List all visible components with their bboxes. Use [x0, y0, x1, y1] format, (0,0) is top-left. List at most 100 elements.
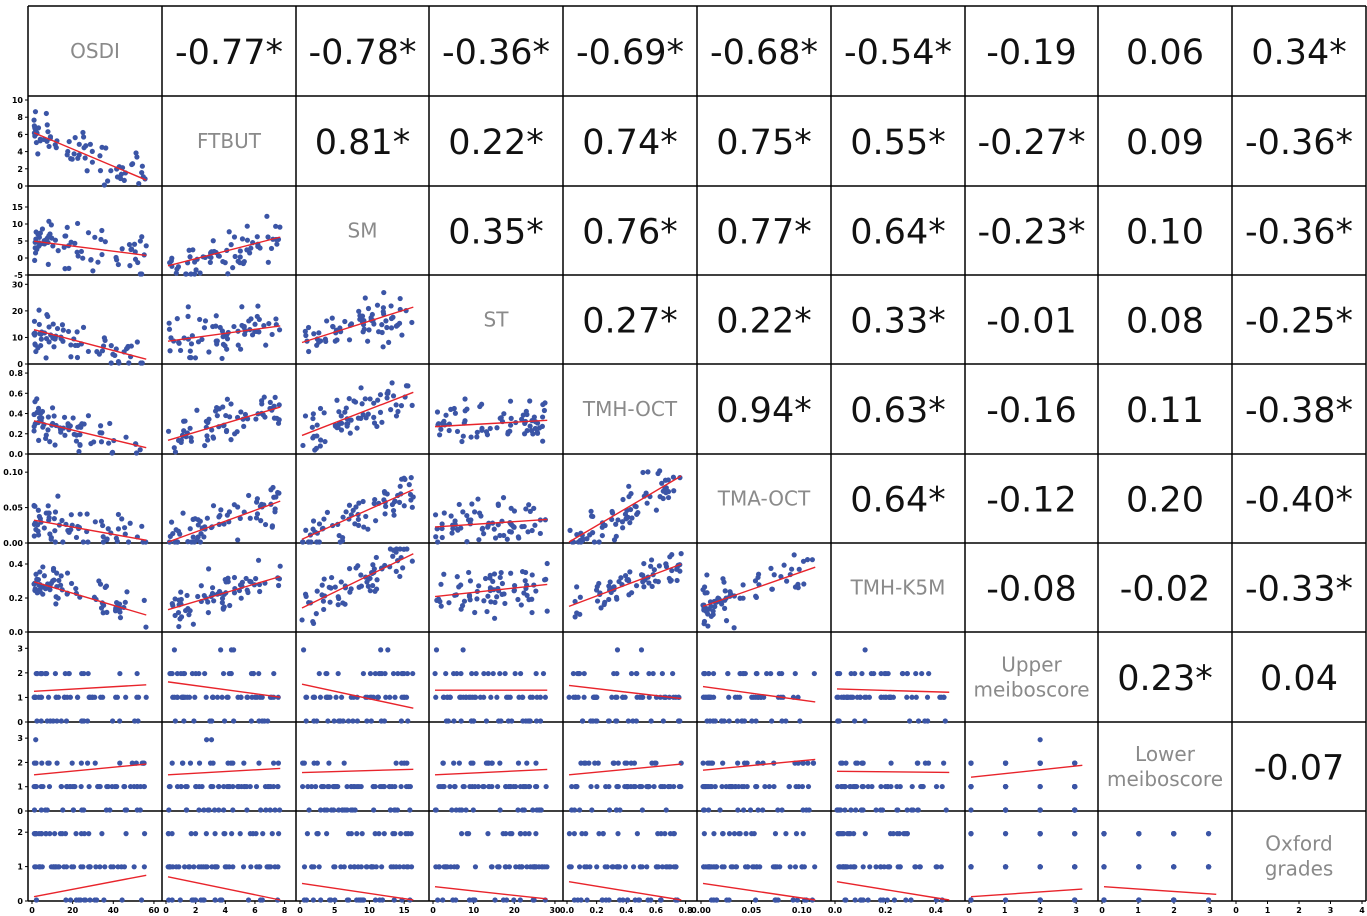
scatter-point [473, 670, 479, 677]
scatter-point [253, 416, 259, 422]
fit-line [33, 132, 147, 181]
scatter-point [391, 499, 398, 505]
scatter-panel [835, 831, 950, 903]
scatter-point [377, 392, 384, 398]
scatter-point [310, 435, 316, 441]
scatter-point [590, 718, 596, 724]
scatter-point [301, 864, 308, 870]
scatter-point [500, 495, 507, 501]
scatter-point [202, 318, 209, 324]
scatter-point [1002, 807, 1009, 813]
scatter-point [593, 694, 599, 700]
scatter-point [487, 585, 494, 591]
scatter-point [314, 422, 320, 428]
scatter-point [521, 590, 527, 596]
scatter-point [56, 577, 62, 584]
scatter-point [387, 694, 393, 700]
x-tick-label: 1 [1002, 906, 1008, 915]
scatter-point [626, 592, 632, 598]
scatter-point [209, 427, 215, 433]
scatter-point [64, 224, 70, 231]
scatter-point [581, 694, 587, 700]
scatter-point [791, 552, 797, 558]
scatter-point [1171, 831, 1177, 837]
scatter-point [720, 760, 726, 766]
fit-line [33, 519, 147, 541]
scatter-point [432, 512, 439, 518]
scatter-point [316, 330, 322, 336]
scatter-point [237, 831, 243, 837]
scatter-point [575, 539, 582, 545]
scatter-point [44, 312, 50, 318]
scatter-point [199, 336, 205, 343]
scatter-point [95, 259, 101, 265]
scatter-point [191, 897, 197, 903]
scatter-point [524, 428, 530, 434]
scatter-point [708, 760, 714, 766]
scatter-point [133, 450, 140, 456]
scatter-point [330, 323, 336, 330]
scatter-point [46, 233, 52, 239]
scatter-point [731, 831, 738, 837]
scatter-point [432, 807, 439, 813]
scatter-point [136, 180, 142, 187]
fit-line [836, 770, 950, 774]
scatter-point [663, 485, 669, 491]
correlation-value: 0.75* [716, 123, 811, 163]
y-tick-label: 0.2 [9, 594, 23, 603]
scatter-point [771, 783, 777, 790]
scatter-point [665, 477, 671, 483]
scatter-point [230, 265, 236, 271]
scatter-point [491, 615, 498, 621]
scatter-point [84, 511, 90, 517]
scatter-point [925, 760, 932, 766]
scatter-point [527, 718, 533, 724]
scatter-point [118, 171, 124, 177]
scatter-point [800, 760, 806, 766]
scatter-point [203, 737, 210, 743]
scatter-point [919, 783, 925, 790]
scatter-point [410, 494, 416, 500]
scatter-point [89, 159, 95, 165]
scatter-point [207, 718, 213, 724]
scatter-point [239, 322, 245, 329]
scatter-point [779, 807, 785, 813]
scatter-point [395, 670, 401, 677]
scatter-point [238, 694, 244, 700]
scatter-point [653, 507, 659, 513]
scatter-point [392, 694, 398, 700]
scatter-point [254, 864, 260, 870]
scatter-point [534, 429, 540, 435]
scatter-point [464, 406, 470, 412]
scatter-point [790, 897, 796, 903]
scatter-point [841, 864, 847, 870]
scatter-point [651, 567, 657, 573]
scatter-point [433, 534, 439, 540]
scatter-point [644, 500, 650, 506]
scatter-point [318, 807, 324, 813]
scatter-point [1136, 864, 1142, 870]
scatter-point [123, 694, 129, 700]
scatter-point [853, 807, 859, 813]
scatter-point [522, 578, 528, 584]
scatter-point [393, 568, 399, 574]
scatter-point [602, 599, 608, 605]
scatter-point [193, 783, 199, 790]
scatter-point [908, 897, 914, 903]
scatter-point [710, 670, 717, 677]
scatter-point [433, 864, 439, 870]
scatter-point [68, 342, 74, 348]
scatter-point [451, 864, 457, 870]
scatter-point [209, 590, 216, 597]
scatter-point [844, 694, 850, 700]
scatter-point [177, 897, 183, 903]
scatter-point [254, 328, 260, 334]
scatter-point [275, 582, 282, 589]
scatter-point [275, 864, 281, 870]
scatter-point [452, 783, 458, 790]
scatter-point [344, 423, 350, 429]
scatter-point [708, 603, 714, 609]
scatter-point [167, 348, 173, 354]
scatter-point [190, 621, 196, 627]
scatter-point [358, 385, 364, 391]
